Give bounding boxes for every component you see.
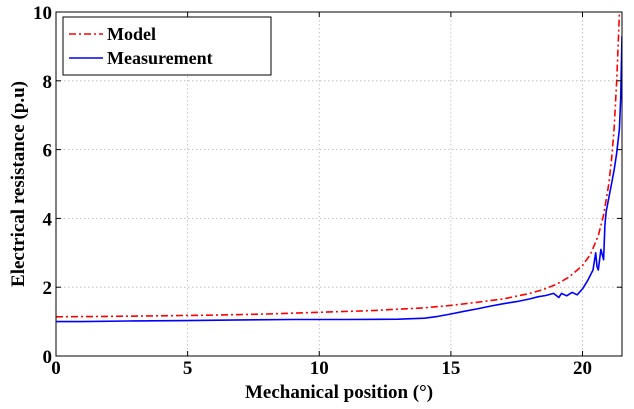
- series-line-measurement: [56, 36, 622, 323]
- series-line-model: [56, 12, 621, 318]
- legend-model-label: Model: [107, 24, 156, 44]
- axis-ticks: 0 5 10 15 20 0 2 4 6 8 10: [33, 3, 622, 379]
- x-tick-label: 15: [441, 358, 460, 379]
- x-tick-label: 10: [310, 358, 329, 379]
- y-tick-label: 0: [43, 347, 53, 368]
- legend-measurement-label: Measurement: [107, 48, 213, 68]
- y-tick-label: 6: [43, 141, 53, 162]
- y-tick-label: 10: [33, 3, 52, 24]
- x-axis-label: Mechanical position (°): [245, 382, 433, 403]
- y-tick-label: 4: [43, 209, 53, 230]
- series-lines: [56, 12, 622, 323]
- legend-box: [62, 16, 272, 76]
- legend: Model Measurement: [62, 16, 272, 76]
- plot-frame: [55, 11, 623, 357]
- y-tick-label: 2: [43, 278, 53, 299]
- x-tick-label: 5: [183, 358, 193, 379]
- y-tick-label: 8: [43, 72, 53, 93]
- x-tick-label: 20: [573, 358, 592, 379]
- y-axis-label: Electrical resistance (p.u): [8, 81, 29, 287]
- x-tick-label: 0: [51, 358, 61, 379]
